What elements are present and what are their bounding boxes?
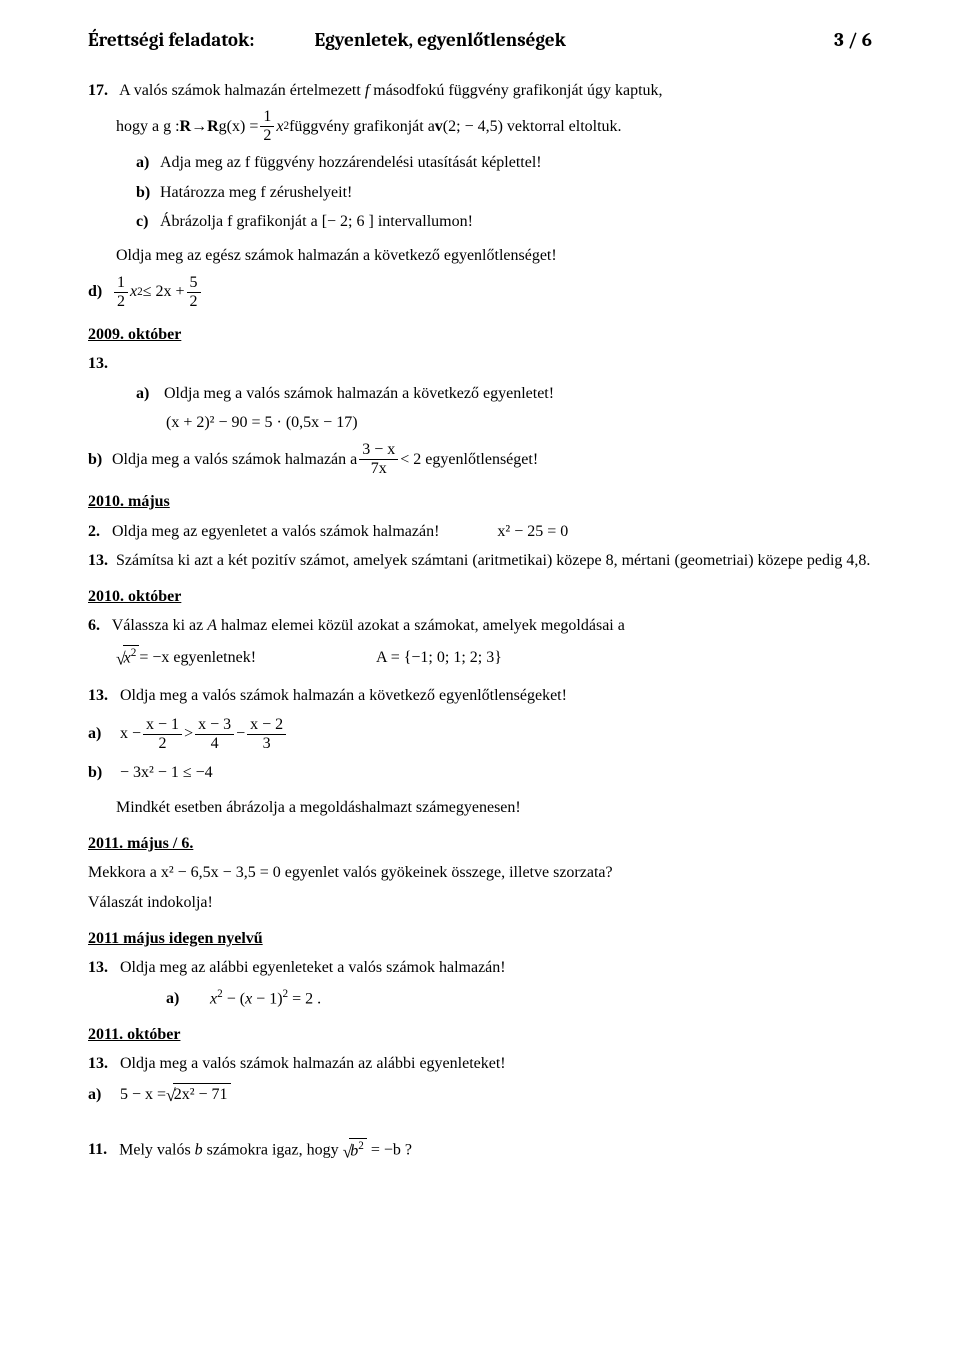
task-17-b: b)Határozza meg f zérushelyeit! xyxy=(136,182,872,204)
t13c-a3: − xyxy=(236,723,245,745)
task-17-mid: Oldja meg az egész számok halmazán a köv… xyxy=(116,245,872,267)
t17d-rhs: 52 xyxy=(187,275,201,310)
t17-l2h: v xyxy=(435,116,443,138)
t13e-a-lbl: a) xyxy=(88,1084,112,1106)
frac-half: 12 xyxy=(260,109,274,144)
task-13c-b: b) − 3x² − 1 ≤ −4 xyxy=(88,762,872,784)
mekkora-2: Válaszát indokolja! xyxy=(88,892,872,914)
date-2011-okt: 2011. október xyxy=(88,1024,872,1046)
t11-sqrt: √b2 xyxy=(343,1138,367,1164)
t17b: Határozza meg f zérushelyeit! xyxy=(160,184,352,201)
t17d-x: x xyxy=(130,281,137,303)
t17c1: Ábrázolja f grafikonját a xyxy=(160,213,322,230)
task-2: 2. Oldja meg az egyenletet a valós számo… xyxy=(88,521,872,543)
t6-num: 6. xyxy=(88,615,100,637)
t11-num: 11. xyxy=(88,1139,107,1161)
t6-sqrt: √x2 xyxy=(116,645,139,671)
task-13b: 13. Számítsa ki azt a két pozitív számot… xyxy=(88,550,872,572)
t13c-b-lbl: b) xyxy=(88,762,112,784)
task-17-a: a)Adja meg az f függvény hozzárendelési … xyxy=(136,152,872,174)
task-13d-a: a) x2 − (x − 1)2 = 2 . xyxy=(166,987,872,1010)
t13b-txt: Számítsa ki azt a két pozitív számot, am… xyxy=(116,550,870,572)
task-11: 11. Mely valós b számokra igaz, hogy √b2… xyxy=(88,1138,872,1164)
t13b-num: 13. xyxy=(88,550,116,572)
task-13c: 13. Oldja meg a valós számok halmazán a … xyxy=(88,685,872,707)
t6-eq1: = −x egyenletnek! xyxy=(139,647,256,669)
task-13a-b: b) Oldja meg a valós számok halmazán a 3… xyxy=(88,442,872,477)
t17-l2f: x xyxy=(276,116,283,138)
t17-l2g: függvény grafikonját a xyxy=(289,116,435,138)
t13d-num: 13. xyxy=(88,957,108,979)
page-number: 3 / 6 xyxy=(834,28,872,54)
t13a-a-lbl: a) xyxy=(136,383,160,405)
task-13e-a: a) 5 − x = √2x² − 71 xyxy=(88,1083,872,1108)
task-13a-a-eq: (x + 2)² − 90 = 5 · (0,5x − 17) xyxy=(166,412,872,434)
t13a-b-frac: 3 − x 7x xyxy=(359,442,398,477)
task-17-line1b: másodfokú függvény grafikonját úgy kaptu… xyxy=(369,82,662,99)
t17-l2e: g(x) = xyxy=(219,116,259,138)
t6-txt2: halmaz elemei közül azokat a számokat, a… xyxy=(217,617,625,634)
t13e-sqrt: √2x² − 71 xyxy=(166,1083,230,1108)
t17d-lhs: 12 xyxy=(114,275,128,310)
date-2010-maj: 2010. május xyxy=(88,491,872,513)
date-2011-maj6: 2011. május / 6. xyxy=(88,833,872,855)
t17d-mid: ≤ 2x + xyxy=(143,281,185,303)
task-17-d: d) 12 x2 ≤ 2x + 52 xyxy=(88,275,872,310)
t13c-a-lbl: a) xyxy=(88,723,112,745)
t11-txt3: = −b ? xyxy=(371,1141,412,1158)
task-17-line1a: A valós számok halmazán értelmezett xyxy=(119,82,365,99)
t13a-b-txt1: Oldja meg a valós számok halmazán a xyxy=(112,449,357,471)
page-header: Érettségi feladatok: Egyenletek, egyenlő… xyxy=(88,28,872,54)
t6-txt1: Válassza ki az xyxy=(112,617,208,634)
t17-l2i: (2; − 4,5) vektorral eltoltuk. xyxy=(443,116,622,138)
header-title-1: Érettségi feladatok: xyxy=(88,28,255,54)
t13c-num: 13. xyxy=(88,685,108,707)
t17-l2d: R xyxy=(207,116,219,138)
task-13c-a: a) x − x − 12 > x − 34 − x − 23 xyxy=(88,717,872,752)
t13e-txt: Oldja meg a valós számok halmazán az alá… xyxy=(120,1055,506,1072)
t17a: Adja meg az f függvény hozzárendelési ut… xyxy=(160,154,542,171)
t13d-a-lbl: a) xyxy=(166,988,190,1010)
t2-txt: Oldja meg az egyenletet a valós számok h… xyxy=(112,523,439,540)
date-2011-idegen: 2011 május idegen nyelvű xyxy=(88,928,872,950)
header-title-2: Egyenletek, egyenlőtlenségek xyxy=(315,28,566,54)
t13a-b-lbl: b) xyxy=(88,449,112,471)
t13c-a1: x − xyxy=(120,723,141,745)
task-17-c: c)Ábrázolja f grafikonját a [− 2; 6 ] in… xyxy=(136,211,872,233)
task-13d: 13. Oldja meg az alábbi egyenleteket a v… xyxy=(88,957,872,979)
mekkora-1: Mekkora a x² − 6,5x − 3,5 = 0 egyenlet v… xyxy=(88,862,872,884)
t17-l2b: R xyxy=(180,116,192,138)
header-left: Érettségi feladatok: Egyenletek, egyenlő… xyxy=(88,28,566,54)
task-13a-a: a) Oldja meg a valós számok halmazán a k… xyxy=(136,383,872,405)
date-2009-okt: 2009. október xyxy=(88,324,872,346)
t17-l2a: hogy a g : xyxy=(116,116,180,138)
t13c-a2: > xyxy=(184,723,193,745)
t13c-head: Oldja meg a valós számok halmazán a köve… xyxy=(120,687,567,704)
task-17-num: 17. xyxy=(88,80,108,102)
t2-num: 2. xyxy=(88,521,100,543)
date-2010-okt: 2010. október xyxy=(88,586,872,608)
t17-l2c: → xyxy=(191,116,207,138)
t13e-a1: 5 − x = xyxy=(120,1084,166,1106)
task-13e: 13. Oldja meg a valós számok halmazán az… xyxy=(88,1053,872,1075)
t11-txt2: számokra igaz, hogy xyxy=(203,1141,343,1158)
task-6: 6. Válassza ki az A halmaz elemei közül … xyxy=(88,615,872,637)
t17c2: intervallumon! xyxy=(374,213,473,230)
task-17: 17. A valós számok halmazán értelmezett … xyxy=(88,80,872,102)
t6-set: A = {−1; 0; 1; 2; 3} xyxy=(376,647,502,669)
t13a-b-txt2: < 2 egyenlőtlenséget! xyxy=(400,449,538,471)
task-13c-foot: Mindkét esetben ábrázolja a megoldáshalm… xyxy=(116,797,872,819)
task-6-line2: √x2 = −x egyenletnek! A = {−1; 0; 1; 2; … xyxy=(116,645,872,671)
task-17-line2: hogy a g : R → R g(x) = 12 x2 függvény g… xyxy=(116,109,872,144)
task-13a-num: 13. xyxy=(88,353,872,375)
t13a-a-txt: Oldja meg a valós számok halmazán a köve… xyxy=(164,385,554,402)
t11-txt1: Mely valós xyxy=(119,1141,195,1158)
t13e-num: 13. xyxy=(88,1053,108,1075)
t17-int: [− 2; 6 ] xyxy=(322,213,374,230)
t13c-b-eq: − 3x² − 1 ≤ −4 xyxy=(120,762,213,784)
t13d-txt: Oldja meg az alábbi egyenleteket a valós… xyxy=(120,959,506,976)
t2-eq: x² − 25 = 0 xyxy=(497,523,568,540)
